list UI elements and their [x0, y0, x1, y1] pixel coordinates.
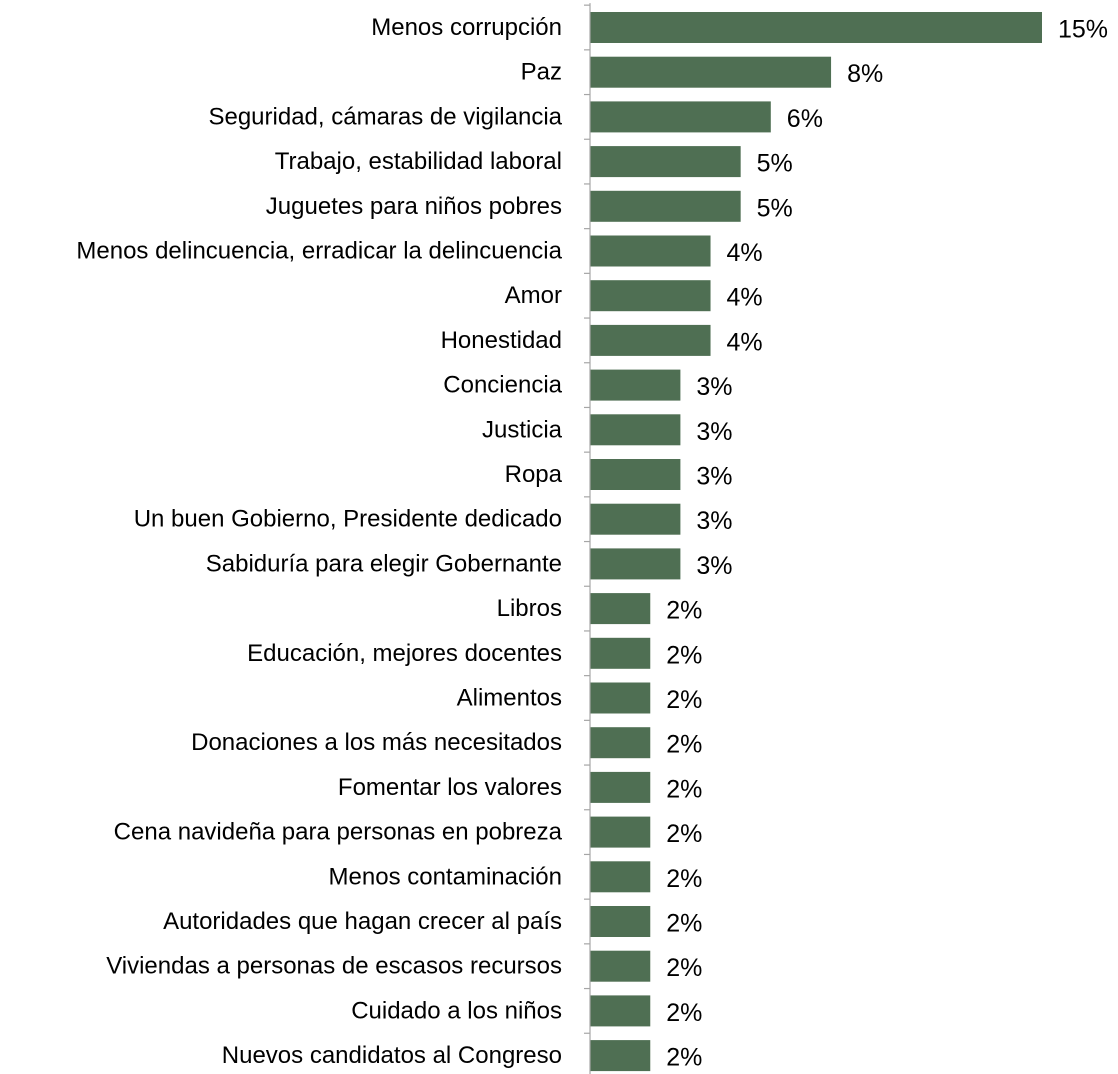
category-label: Conciencia [443, 372, 562, 399]
value-label: 3% [696, 552, 732, 580]
bar [590, 548, 681, 580]
bar [590, 56, 832, 88]
category-label: Amor [505, 282, 562, 309]
category-label: Trabajo, estabilidad laboral [275, 148, 562, 175]
bar [590, 682, 651, 714]
bar [590, 280, 711, 312]
bar [590, 816, 651, 848]
bar [590, 637, 651, 669]
bar [590, 593, 651, 625]
category-label: Sabiduría para elegir Gobernante [206, 550, 562, 577]
value-label: 3% [696, 507, 732, 535]
value-label: 6% [787, 105, 823, 133]
category-label: Menos contaminación [329, 863, 562, 890]
category-label: Viviendas a personas de escasos recursos [106, 953, 562, 980]
value-label: 5% [757, 194, 793, 222]
category-label: Donaciones a los más necesitados [191, 729, 562, 756]
bar [590, 727, 651, 759]
category-label: Paz [521, 59, 562, 86]
category-label: Menos corrupción [371, 14, 562, 41]
value-label: 3% [696, 373, 732, 401]
bar [590, 1040, 651, 1072]
value-label: 3% [696, 418, 732, 446]
value-label: 8% [847, 60, 883, 88]
value-label: 4% [727, 284, 763, 312]
value-label: 2% [666, 775, 702, 803]
bar [590, 324, 711, 356]
bar [590, 12, 1042, 43]
bar [590, 771, 651, 803]
bar [590, 459, 681, 490]
category-label: Libros [497, 595, 562, 622]
bar [590, 190, 741, 222]
bar [590, 146, 741, 178]
value-label: 15% [1058, 16, 1108, 44]
category-label: Juguetes para niños pobres [266, 193, 562, 220]
value-label: 4% [727, 328, 763, 356]
category-label: Cena navideña para personas en pobreza [114, 819, 563, 846]
category-label: Ropa [505, 461, 563, 488]
value-label: 2% [666, 865, 702, 893]
value-label: 2% [666, 597, 702, 625]
category-labels-group: Menos corrupción Paz Seguridad, cámaras de… [76, 14, 562, 1069]
value-labels-group: 15% 8% 6% 5% 5% 4% 4% 4% 3% 3% 3% 3% 3% 2% 2% 2% 2% 2% 2% 2… [666, 16, 1108, 1072]
value-label: 3% [696, 463, 732, 491]
bars-group [590, 12, 1042, 1072]
value-label: 2% [666, 954, 702, 982]
value-label: 5% [757, 150, 793, 178]
category-label: Nuevos candidatos al Congreso [222, 1042, 562, 1069]
value-label: 2% [666, 1044, 702, 1072]
bar [590, 950, 651, 982]
category-label: Seguridad, cámaras de vigilancia [208, 103, 562, 130]
bar [590, 414, 681, 446]
category-label: Educación, mejores docentes [247, 640, 562, 667]
value-label: 2% [666, 641, 702, 669]
bar [590, 995, 651, 1027]
category-label: Justicia [482, 416, 563, 443]
value-label: 2% [666, 820, 702, 848]
bar [590, 906, 651, 937]
category-label: Autoridades que hagan crecer al país [163, 908, 562, 935]
bar [590, 861, 651, 893]
category-label: Un buen Gobierno, Presidente dedicado [134, 506, 562, 533]
value-label: 2% [666, 731, 702, 759]
y-axis-group [584, 3, 591, 1074]
bar [590, 235, 711, 267]
category-label: Menos delincuencia, erradicar la delincu… [76, 238, 562, 265]
category-label: Honestidad [441, 327, 562, 354]
category-label: Cuidado a los niños [351, 997, 562, 1024]
category-label: Fomentar los valores [338, 774, 562, 801]
bar [590, 369, 681, 401]
bar [590, 503, 681, 535]
value-label: 2% [666, 999, 702, 1027]
value-label: 2% [666, 910, 702, 938]
category-label: Alimentos [457, 685, 562, 712]
bar [590, 101, 771, 133]
value-label: 2% [666, 686, 702, 714]
value-label: 4% [727, 239, 763, 267]
